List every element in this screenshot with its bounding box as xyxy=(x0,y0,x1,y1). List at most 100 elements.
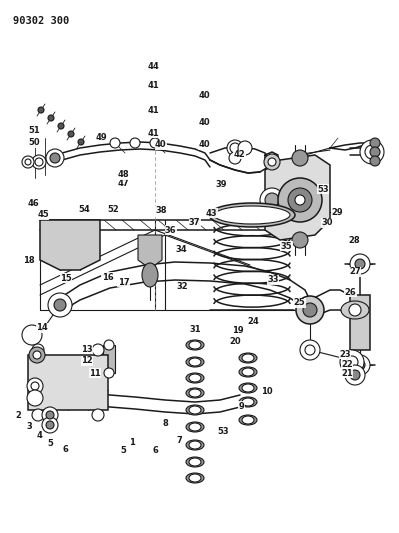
Circle shape xyxy=(58,123,64,129)
Text: 90302 300: 90302 300 xyxy=(13,16,69,26)
Circle shape xyxy=(355,259,365,269)
Text: 27: 27 xyxy=(349,268,361,276)
Text: 53: 53 xyxy=(317,185,329,193)
Ellipse shape xyxy=(239,397,257,407)
Text: 46: 46 xyxy=(27,199,39,208)
Text: 7: 7 xyxy=(177,437,182,445)
Text: 22: 22 xyxy=(341,360,353,368)
Circle shape xyxy=(292,150,308,166)
Ellipse shape xyxy=(189,374,201,382)
Circle shape xyxy=(27,378,43,394)
Circle shape xyxy=(370,138,380,148)
Text: 17: 17 xyxy=(118,278,130,287)
Text: 15: 15 xyxy=(60,274,72,282)
Ellipse shape xyxy=(239,353,257,363)
Text: 6: 6 xyxy=(153,446,158,455)
Circle shape xyxy=(38,107,44,113)
Ellipse shape xyxy=(189,389,201,397)
Circle shape xyxy=(303,303,317,317)
Circle shape xyxy=(92,344,104,356)
Text: 39: 39 xyxy=(216,181,227,189)
Circle shape xyxy=(32,344,44,356)
Text: 18: 18 xyxy=(23,256,35,264)
Ellipse shape xyxy=(189,441,201,449)
Text: 29: 29 xyxy=(331,208,343,216)
Ellipse shape xyxy=(186,373,204,383)
Polygon shape xyxy=(138,235,162,265)
Ellipse shape xyxy=(239,383,257,393)
Text: 42: 42 xyxy=(233,150,245,159)
Text: 45: 45 xyxy=(37,211,49,219)
Text: 26: 26 xyxy=(344,288,356,296)
Bar xyxy=(28,355,108,410)
Ellipse shape xyxy=(186,422,204,432)
Text: 40: 40 xyxy=(198,118,210,127)
Circle shape xyxy=(296,296,324,324)
Ellipse shape xyxy=(186,473,204,483)
Ellipse shape xyxy=(209,203,295,227)
Circle shape xyxy=(346,356,358,368)
Text: 5: 5 xyxy=(121,446,126,455)
Text: 8: 8 xyxy=(163,419,168,428)
Text: 13: 13 xyxy=(81,345,93,353)
Circle shape xyxy=(68,131,74,137)
Circle shape xyxy=(54,299,66,311)
Text: 19: 19 xyxy=(231,326,243,335)
Text: 35: 35 xyxy=(280,242,292,251)
Circle shape xyxy=(104,368,114,378)
Circle shape xyxy=(78,139,84,145)
Text: 10: 10 xyxy=(261,387,273,396)
Text: 40: 40 xyxy=(155,141,167,149)
Text: 40: 40 xyxy=(198,141,210,149)
Text: 28: 28 xyxy=(348,237,360,245)
Circle shape xyxy=(350,370,360,380)
Text: 41: 41 xyxy=(148,129,160,138)
Circle shape xyxy=(370,156,380,166)
Circle shape xyxy=(31,382,39,390)
Circle shape xyxy=(22,156,34,168)
Text: 54: 54 xyxy=(78,205,90,214)
Text: 53: 53 xyxy=(217,427,229,436)
Text: 12: 12 xyxy=(81,357,93,365)
Text: 38: 38 xyxy=(156,206,167,215)
Circle shape xyxy=(27,390,43,406)
Circle shape xyxy=(42,407,58,423)
Circle shape xyxy=(42,417,58,433)
Ellipse shape xyxy=(242,368,254,376)
Text: 40: 40 xyxy=(198,92,210,100)
Ellipse shape xyxy=(186,440,204,450)
Text: 23: 23 xyxy=(339,350,351,359)
Text: 34: 34 xyxy=(176,245,188,254)
Circle shape xyxy=(32,409,44,421)
Text: 37: 37 xyxy=(189,219,200,227)
Circle shape xyxy=(92,409,104,421)
Text: 21: 21 xyxy=(341,369,353,377)
Text: 32: 32 xyxy=(177,282,189,291)
Circle shape xyxy=(238,141,252,155)
Circle shape xyxy=(150,138,160,148)
Text: 50: 50 xyxy=(28,139,40,147)
Circle shape xyxy=(33,351,41,359)
Circle shape xyxy=(130,138,140,148)
Circle shape xyxy=(29,347,45,363)
Circle shape xyxy=(365,145,379,159)
Text: 36: 36 xyxy=(165,226,177,235)
Text: 3: 3 xyxy=(26,422,32,431)
Ellipse shape xyxy=(189,406,201,414)
Ellipse shape xyxy=(214,206,290,224)
Circle shape xyxy=(278,178,322,222)
Circle shape xyxy=(48,115,54,121)
Ellipse shape xyxy=(242,416,254,424)
Ellipse shape xyxy=(242,354,254,362)
Circle shape xyxy=(229,152,241,164)
Text: 41: 41 xyxy=(148,81,160,90)
Text: 20: 20 xyxy=(229,337,241,345)
Circle shape xyxy=(25,159,31,165)
Ellipse shape xyxy=(186,340,204,350)
Text: 33: 33 xyxy=(268,276,279,284)
Circle shape xyxy=(345,365,365,385)
Ellipse shape xyxy=(189,341,201,349)
Text: 24: 24 xyxy=(247,317,259,326)
Circle shape xyxy=(50,153,60,163)
Polygon shape xyxy=(40,220,100,270)
